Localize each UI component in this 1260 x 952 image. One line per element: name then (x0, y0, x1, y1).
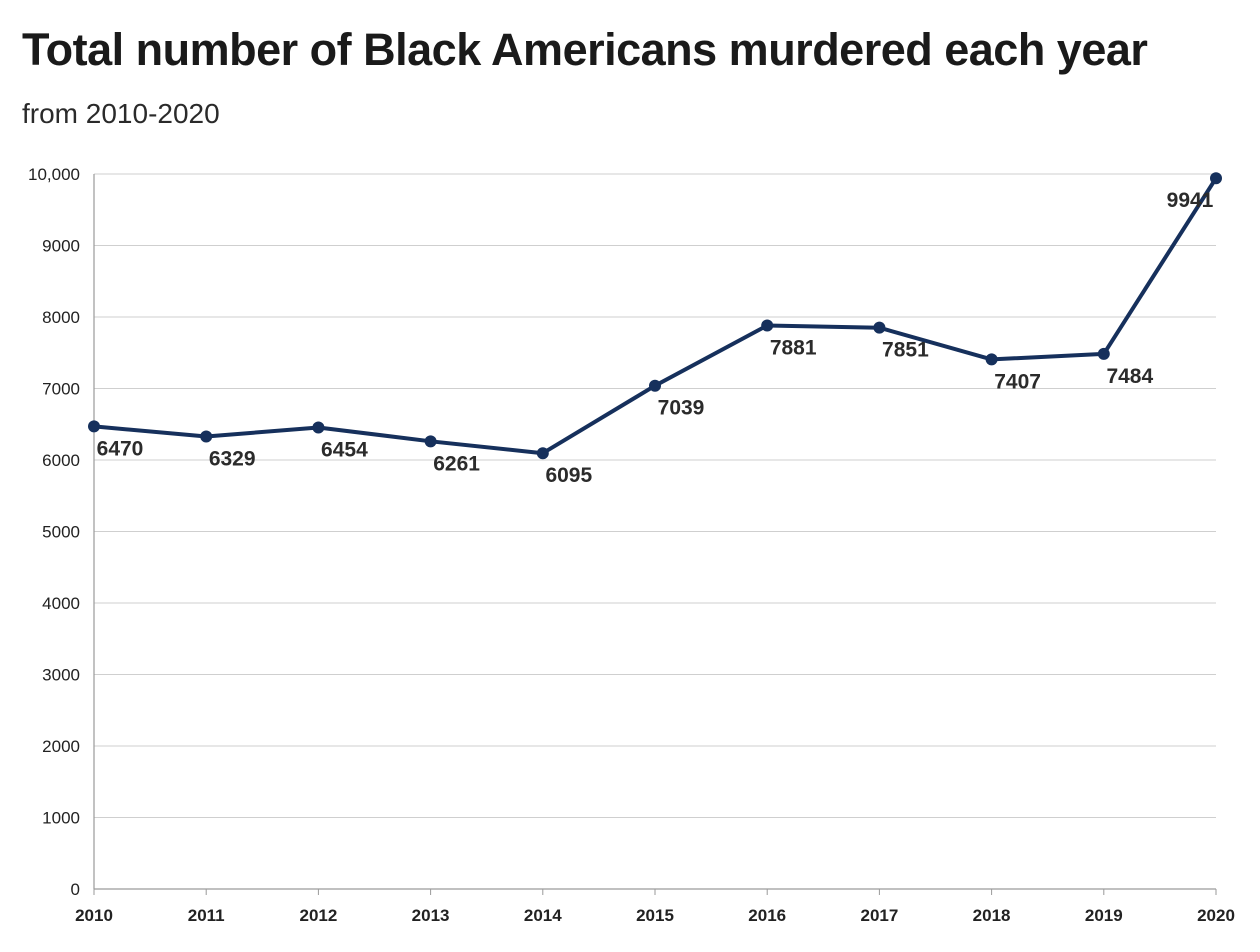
data-point (424, 435, 437, 448)
data-label: 7039 (658, 397, 705, 420)
y-tick-label: 6000 (42, 451, 80, 470)
x-tick-label: 2018 (973, 906, 1011, 925)
y-tick-label: 0 (71, 880, 80, 899)
data-label: 7881 (770, 337, 817, 360)
y-tick-label: 3000 (42, 666, 80, 685)
y-tick-label: 9000 (42, 237, 80, 256)
data-point (761, 319, 774, 332)
gridlines (94, 173, 1216, 818)
data-points (88, 172, 1222, 460)
data-label: 6095 (545, 464, 592, 487)
data-point (1097, 347, 1110, 360)
x-tick-label: 2019 (1085, 906, 1123, 925)
data-point (88, 420, 100, 433)
x-tick-label: 2012 (299, 906, 337, 925)
chart-title: Total number of Black Americans murdered… (22, 24, 1148, 75)
data-point (873, 321, 886, 334)
x-tick-label: 2020 (1197, 906, 1235, 925)
y-tick-label: 2000 (42, 737, 80, 756)
data-label: 6329 (209, 447, 256, 470)
data-label: 7484 (1106, 365, 1153, 388)
data-label: 7851 (882, 339, 929, 362)
data-label: 6454 (321, 439, 368, 462)
x-tick-label: 2015 (636, 906, 674, 925)
y-tick-label: 7000 (42, 380, 80, 399)
y-axis-tick-labels: 0 1000 2000 3000 4000 5000 6000 7000 8000 9000 10,… (28, 165, 80, 899)
data-label: 6261 (433, 452, 480, 475)
data-label: 9941 (1167, 189, 1214, 212)
x-tick-label: 2010 (75, 906, 113, 925)
x-tick-label: 2011 (188, 906, 225, 925)
data-point (312, 421, 325, 434)
chart-subtitle: from 2010-2020 (22, 98, 220, 129)
x-tick-label: 2016 (748, 906, 786, 925)
axes (93, 174, 1217, 895)
y-tick-label: 10,000 (28, 165, 80, 184)
data-point (200, 430, 213, 443)
data-point (1210, 172, 1222, 185)
x-tick-label: 2013 (412, 906, 450, 925)
data-point (536, 447, 549, 460)
y-tick-label: 5000 (42, 523, 80, 542)
series-line (92, 176, 1218, 456)
y-tick-label: 8000 (42, 308, 80, 327)
data-point (985, 353, 998, 366)
x-tick-label: 2014 (524, 906, 562, 925)
x-tick-label: 2017 (860, 906, 898, 925)
data-point (649, 379, 661, 392)
data-label: 7407 (994, 370, 1041, 393)
x-axis-tick-labels: 2010 2011 2012 2013 2014 2015 2016 2017 2018 2019… (75, 906, 1235, 925)
data-label: 6470 (97, 437, 144, 460)
data-labels: 6470 6329 6454 6261 6095 7039 7881 7851 7407 7484… (97, 189, 1214, 487)
y-tick-label: 1000 (42, 809, 80, 828)
series (92, 176, 1218, 456)
y-tick-label: 4000 (42, 594, 80, 613)
